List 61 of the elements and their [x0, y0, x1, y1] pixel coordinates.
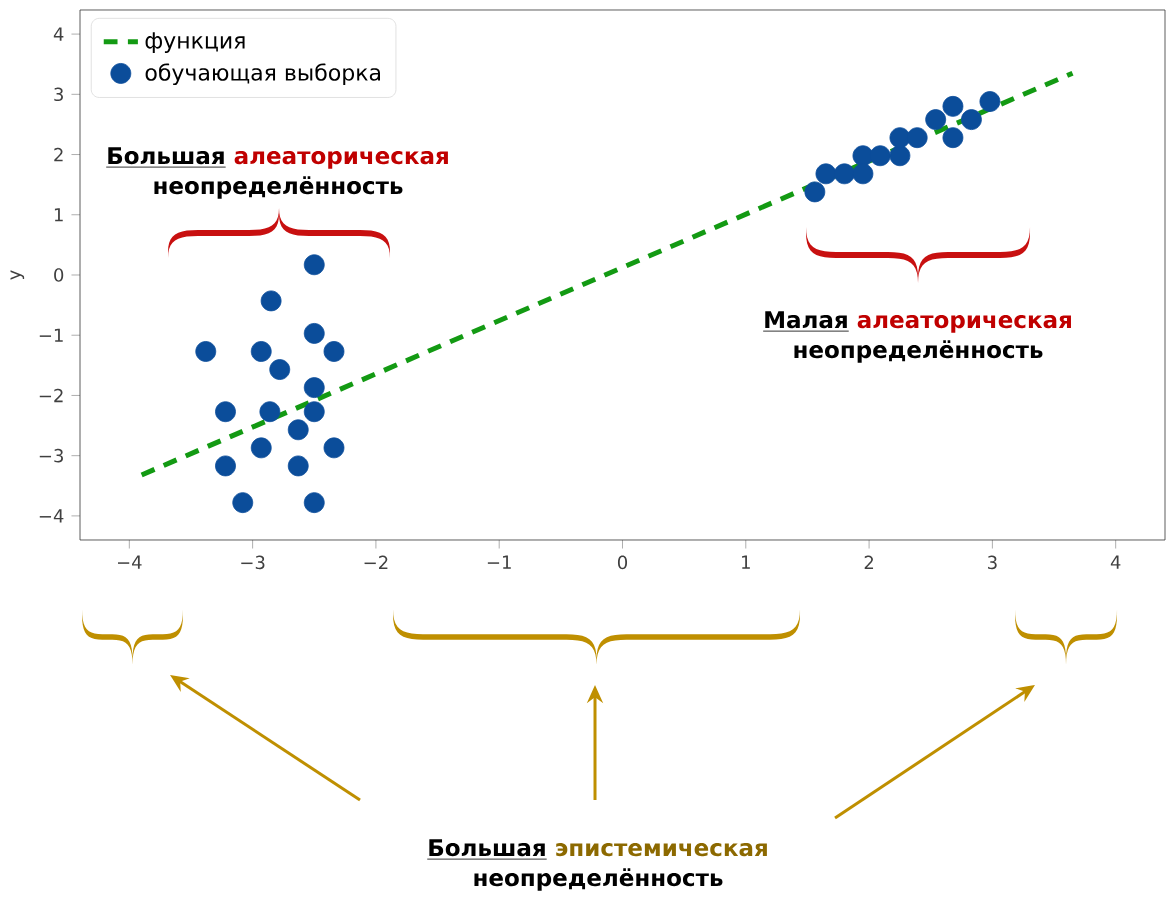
y-tick-label: 1	[54, 208, 63, 222]
text: Большая	[429, 839, 545, 857]
point	[215, 455, 236, 477]
point	[287, 419, 309, 441]
point	[979, 91, 1001, 112]
legend-label: обучающая выборка	[145, 63, 381, 86]
annotation: Малая	[765, 311, 847, 329]
x-tick-label: −1	[487, 555, 511, 569]
x-tick-label: 2	[864, 555, 874, 569]
point	[260, 290, 282, 312]
legend-label: функция	[145, 32, 245, 53]
point	[834, 163, 855, 185]
y-tick-label: −4	[39, 509, 64, 523]
point	[942, 127, 964, 149]
annotation: алеаторическая	[234, 151, 448, 169]
y-tick-label: 3	[54, 87, 63, 102]
y-tick-label: 4	[53, 27, 64, 41]
point	[303, 323, 325, 344]
annotation: алеаторическая	[857, 315, 1071, 333]
point	[804, 181, 826, 203]
point	[925, 109, 947, 131]
point	[303, 401, 325, 423]
x-tick-label: 0	[617, 555, 628, 570]
point	[303, 492, 325, 514]
point	[303, 254, 325, 276]
point	[852, 163, 874, 185]
y-axis-title: y	[10, 270, 25, 280]
point	[215, 401, 236, 423]
point	[889, 145, 911, 167]
point	[250, 437, 272, 459]
y-tick-label: 0	[54, 268, 64, 282]
annotation: Большая	[108, 147, 224, 165]
point	[323, 341, 345, 362]
point	[195, 341, 217, 362]
point	[815, 163, 837, 185]
y-tick-label: −3	[39, 448, 63, 463]
y-tick-label: −1	[39, 328, 63, 342]
x-tick-label: −2	[364, 555, 388, 569]
y-tick-label: 2	[54, 147, 63, 162]
point	[269, 359, 291, 380]
annotation: неопределённость	[794, 340, 1043, 363]
x-tick-label: −3	[241, 555, 265, 570]
annotation: неопределённость	[154, 176, 403, 199]
x-tick-label: 3	[988, 555, 997, 570]
point	[961, 109, 982, 131]
point	[287, 455, 309, 477]
point	[303, 377, 325, 399]
point	[323, 437, 345, 459]
point	[942, 95, 964, 117]
y-tick-label: −2	[39, 388, 63, 403]
point	[232, 492, 254, 514]
point	[250, 341, 272, 362]
point	[259, 401, 281, 423]
point	[889, 127, 911, 149]
x-tick-label: −4	[117, 555, 142, 569]
text: эпистемическая	[556, 843, 767, 857]
x-tick-label: 4	[1110, 555, 1121, 569]
point	[869, 145, 891, 167]
text: неопределённость	[474, 868, 723, 891]
x-tick-label: 1	[742, 555, 750, 569]
point	[906, 127, 928, 149]
